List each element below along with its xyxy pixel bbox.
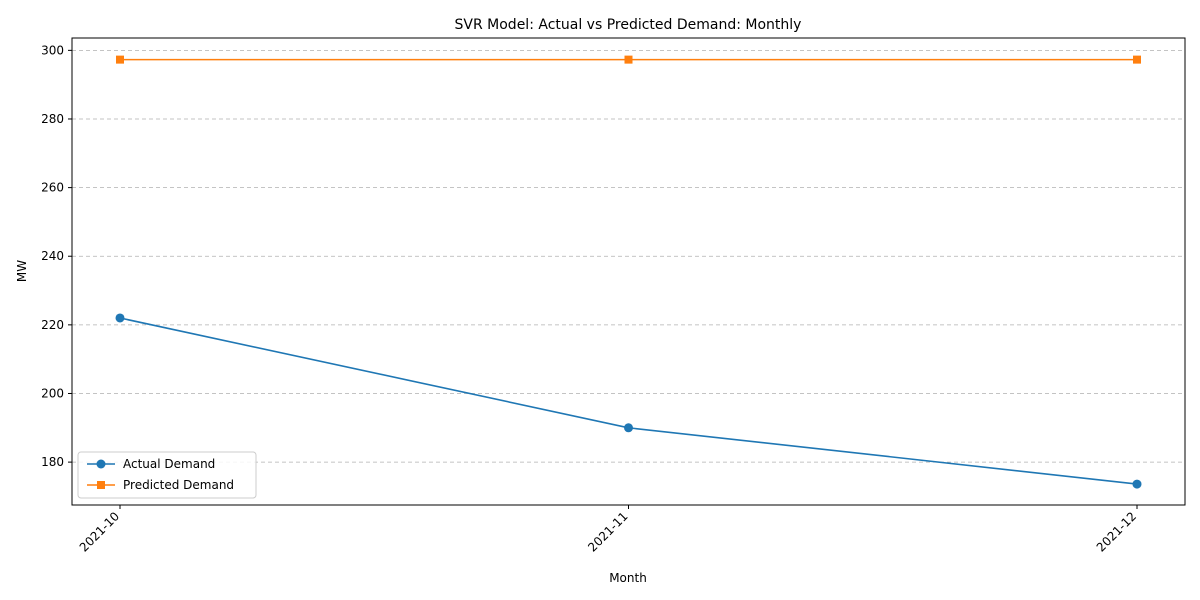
chart-title: SVR Model: Actual vs Predicted Demand: M… <box>455 17 802 33</box>
y-tick-label: 260 <box>41 181 64 195</box>
legend-label: Actual Demand <box>123 457 215 471</box>
y-tick-label: 220 <box>41 318 64 332</box>
series-layer <box>115 55 1142 489</box>
x-tick-label: 2021-10 <box>77 509 122 554</box>
y-tick-label: 180 <box>41 455 64 469</box>
plot-frame <box>71 37 1186 506</box>
legend: Actual Demand Predicted Demand <box>77 451 257 499</box>
x-tick-label: 2021-11 <box>585 509 630 554</box>
y-tick-label: 200 <box>41 386 64 400</box>
data-point-square <box>624 55 633 64</box>
y-tick-label: 240 <box>41 249 64 263</box>
data-point-square <box>1133 55 1141 64</box>
y-tick-label: 300 <box>41 43 64 57</box>
grid-layer <box>72 49 1185 463</box>
x-axis-title: Month <box>609 571 647 585</box>
series-line-0 <box>119 317 1138 485</box>
data-point-circle <box>1132 479 1142 489</box>
legend-box <box>77 451 257 499</box>
data-point-circle <box>624 423 633 433</box>
y-tick-label: 280 <box>41 112 64 126</box>
x-tick-label: 2021-12 <box>1094 509 1139 554</box>
data-point-circle <box>115 313 125 323</box>
legend-marker-circle <box>96 459 106 469</box>
legend-marker-square <box>97 481 105 489</box>
y-axis-title: MW <box>15 260 29 282</box>
data-point-square <box>116 55 124 64</box>
legend-label: Predicted Demand <box>123 478 234 492</box>
